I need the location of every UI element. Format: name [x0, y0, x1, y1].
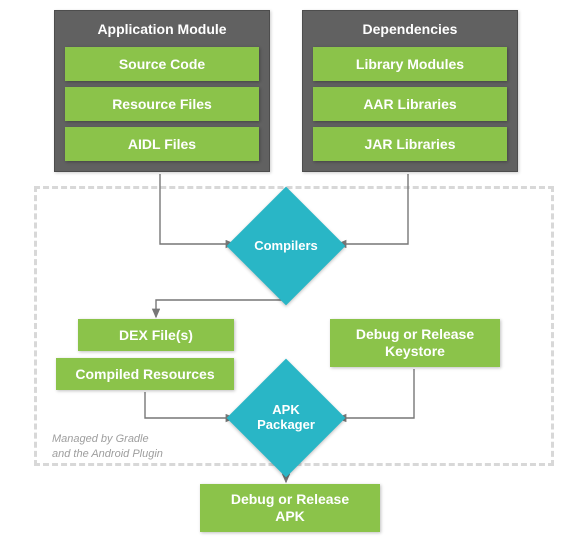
keystore-box: Debug or Release Keystore — [330, 319, 500, 367]
app-module-title: Application Module — [97, 19, 226, 41]
packager-label: APK Packager — [257, 403, 315, 433]
deps-module-item: Library Modules — [313, 47, 507, 81]
app-module-item: Resource Files — [65, 87, 259, 121]
output-apk-label: Debug or Release APK — [231, 491, 349, 525]
keystore-label: Debug or Release Keystore — [356, 326, 474, 360]
compilers-node: Compilers — [244, 204, 328, 288]
app-module-item: AIDL Files — [65, 127, 259, 161]
compiled-resources-label: Compiled Resources — [75, 366, 214, 383]
deps-module: Dependencies Library Modules AAR Librari… — [302, 10, 518, 172]
caption-line: and the Android Plugin — [52, 447, 163, 462]
packager-node: APK Packager — [244, 376, 328, 460]
compiled-resources-box: Compiled Resources — [56, 358, 234, 390]
deps-module-title: Dependencies — [363, 19, 458, 41]
deps-module-item: AAR Libraries — [313, 87, 507, 121]
managed-caption: Managed by Gradle and the Android Plugin — [52, 432, 163, 462]
deps-module-item: JAR Libraries — [313, 127, 507, 161]
dex-files-box: DEX File(s) — [78, 319, 234, 351]
dex-files-label: DEX File(s) — [119, 327, 193, 344]
app-module: Application Module Source Code Resource … — [54, 10, 270, 172]
output-apk-box: Debug or Release APK — [200, 484, 380, 532]
compilers-label: Compilers — [254, 239, 318, 254]
caption-line: Managed by Gradle — [52, 432, 163, 447]
diagram-stage: Application Module Source Code Resource … — [0, 0, 584, 546]
app-module-item: Source Code — [65, 47, 259, 81]
